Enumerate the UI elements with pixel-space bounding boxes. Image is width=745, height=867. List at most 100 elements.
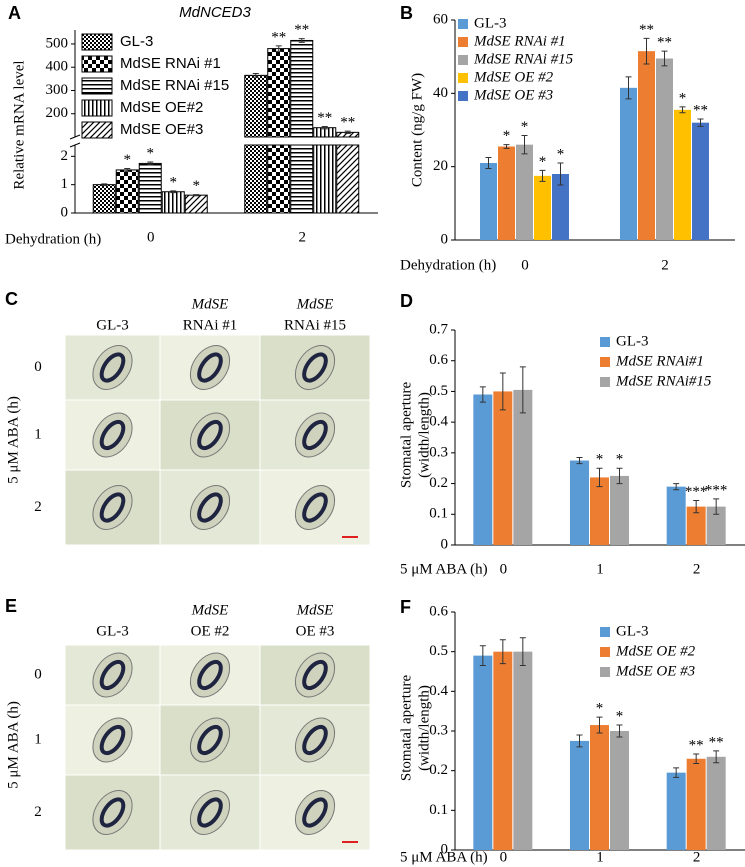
y-tick-label: 0.3 [429,444,448,460]
error-bar [521,135,528,155]
bar [115,169,139,214]
error-bar [693,499,700,514]
y-axis-label: (width/length) [416,685,432,771]
legend-swatch [600,667,610,677]
bar [590,725,609,850]
legend-swatch [81,121,113,139]
y-tick-label: 0.5 [429,383,448,399]
panel-letter: C [5,289,18,309]
x-tick-label: 0 [500,849,508,865]
bar [290,144,314,214]
x-axis-label: Dehydration (h) [5,231,101,247]
significance: ** [657,35,672,51]
bar [656,58,673,240]
significance: * [539,154,547,170]
bar [267,144,291,214]
legend-swatch [600,627,610,637]
significance: * [557,146,565,162]
y-tick-label: 1 [61,176,69,192]
stoma [302,797,328,828]
y-tick-label: 0 [441,231,449,247]
error-bar [673,767,680,778]
stoma [99,419,126,451]
bar [161,191,185,214]
row-label: 0 [34,666,42,682]
y-tick-label: 0.3 [429,722,448,738]
y-tick-label: 0.5 [429,643,448,659]
bar [620,87,637,240]
error-bar [713,750,720,764]
legend-swatch [81,55,113,73]
error-bar [693,753,700,765]
bar [513,389,533,545]
legend-label: MdSE RNAi #15 [120,77,229,94]
x-tick-label: 1 [596,561,604,577]
column-header: MdSE [191,296,229,312]
x-tick-label: 2 [299,229,307,245]
legend-swatch [600,337,610,347]
error-bar [643,37,650,65]
y-tick-label: 0.7 [429,321,448,337]
y-tick-label: 0.4 [429,414,448,430]
error-bar [625,76,632,100]
bar [706,756,726,850]
bar [473,394,493,545]
bar [666,772,686,850]
stoma [99,724,126,756]
error-bar [576,734,583,748]
panel-letter: A [8,3,21,23]
x-tick-label: 0 [521,257,529,273]
significance: * [521,119,529,135]
axis-break [69,134,81,148]
bar [686,506,706,545]
y-tick-label: 200 [46,105,69,121]
bar [666,486,686,545]
significance: * [596,701,604,717]
significance: * [616,452,624,468]
stoma [197,724,223,756]
error-bar [557,162,564,186]
stoma [302,352,328,383]
legend-label: MdSE RNAi #15 [473,51,574,67]
legend-swatch [600,377,610,387]
legend-label: GL-3 [616,623,649,639]
legend-swatch [600,647,610,657]
y-tick-label: 0 [61,204,69,220]
x-tick-label: 0 [147,229,155,245]
bar [570,460,589,545]
legend-swatch [458,91,468,101]
significance: ** [689,737,704,753]
stoma [302,419,328,451]
row-label: 2 [34,499,42,515]
legend-swatch [458,55,468,65]
stoma [197,492,223,523]
x-tick-label: 1 [596,849,604,865]
error-bar [344,130,351,135]
error-bar [298,38,305,43]
bar [534,175,551,240]
error-bar [101,183,108,187]
y-tick-label: 20 [433,158,448,174]
y-axis-label: (width/length) [416,392,432,478]
column-header: GL-3 [96,317,129,333]
column-header: MdSE [191,602,229,618]
significance: ** [294,22,309,38]
chart-title: MdNCED3 [179,4,251,21]
stoma [197,659,223,691]
column-header: OE #3 [296,623,335,639]
significance: * [679,90,687,106]
bar [336,144,360,214]
x-axis-label: 5 μM ABA (h) [400,561,488,577]
stoma [302,659,328,691]
column-header: GL-3 [96,623,129,639]
y-tick-label: 0.1 [429,506,448,522]
error-bar [275,45,282,52]
error-bar [539,169,546,182]
bar [498,146,515,240]
legend-label: GL-3 [474,15,507,31]
bar [674,109,691,240]
y-tick-label: 0.6 [429,603,448,619]
significance: * [616,708,624,724]
panel-letter: F [400,597,411,617]
